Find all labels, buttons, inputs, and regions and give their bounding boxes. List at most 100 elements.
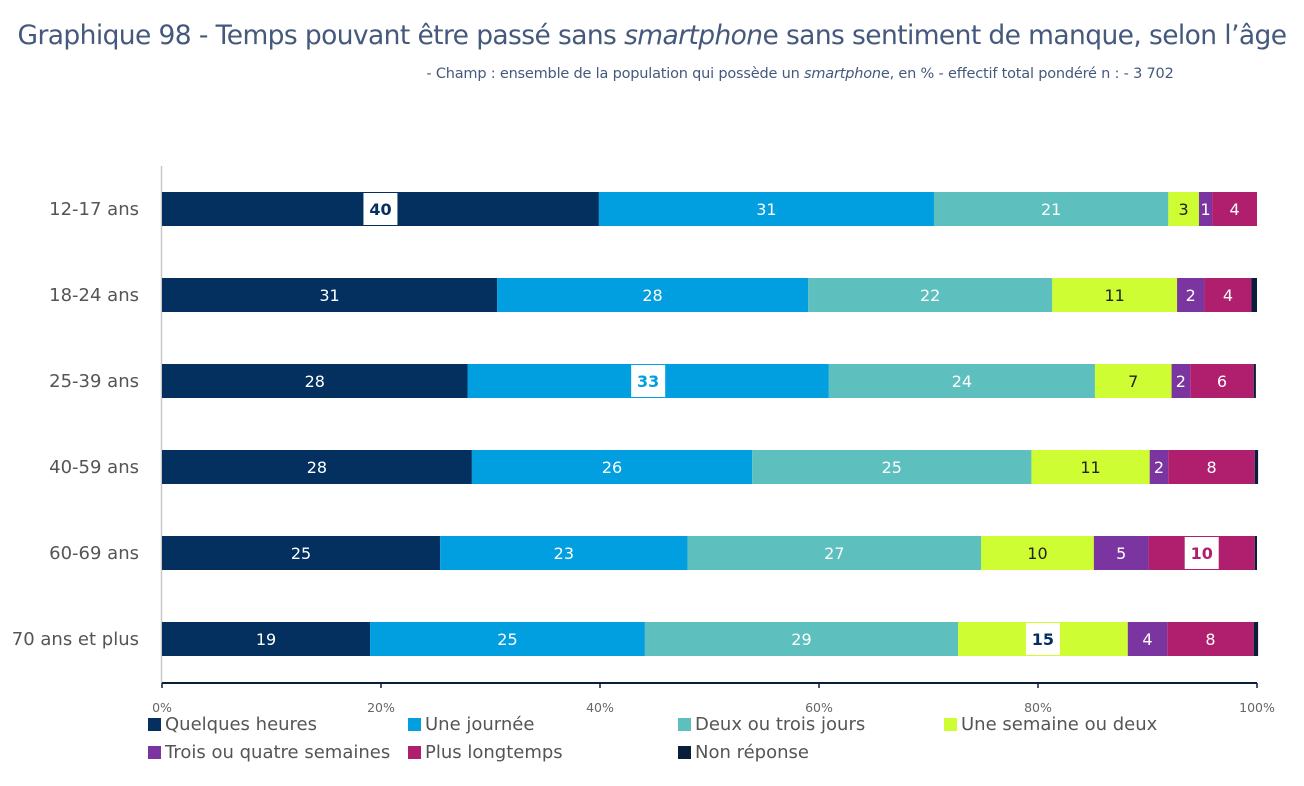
bar-segment — [1031, 450, 1150, 484]
data-label: 25 — [497, 630, 517, 649]
data-label: 4 — [1142, 630, 1152, 649]
data-label: 8 — [1206, 458, 1216, 477]
bar-segment — [162, 278, 498, 312]
data-label: 7 — [1128, 372, 1138, 391]
data-label: 1 — [1200, 200, 1210, 219]
bar-segment — [1127, 622, 1168, 656]
legend-swatch — [678, 718, 691, 731]
legend-item: Une semaine ou deux — [944, 714, 1157, 735]
data-label: 4 — [1229, 200, 1239, 219]
data-label: 27 — [824, 544, 844, 563]
legend-label: Quelques heures — [165, 714, 318, 735]
data-label: 31 — [756, 200, 776, 219]
data-label: 10 — [1027, 544, 1047, 563]
data-label-highlight-box — [631, 365, 666, 397]
bar-segment — [162, 536, 441, 570]
subtitle-text-italic: smartphon — [804, 66, 881, 82]
data-label: 28 — [307, 458, 327, 477]
bar-segment — [1254, 450, 1259, 484]
x-tick-label: 100% — [1239, 700, 1275, 715]
legend-item: Quelques heures — [148, 714, 317, 735]
subtitle-text-1: - Champ : ensemble de la population qui … — [426, 66, 805, 82]
bar-segment — [598, 192, 934, 226]
data-label-highlight-box — [363, 193, 398, 225]
data-label: 24 — [952, 372, 972, 391]
data-label: 28 — [642, 286, 662, 305]
legend-swatch — [148, 718, 161, 731]
legend-item: Deux ou trois jours — [678, 714, 865, 735]
data-label: 2 — [1186, 286, 1196, 305]
bar-segment — [981, 536, 1094, 570]
bar-segment — [687, 536, 982, 570]
title-text-1: Graphique 98 - Temps pouvant être passé … — [17, 20, 625, 51]
bar-segment — [1204, 278, 1252, 312]
data-label: 26 — [602, 458, 622, 477]
bar-segment — [162, 622, 371, 656]
bar-segment — [1052, 278, 1178, 312]
bar-segment — [162, 364, 468, 398]
bar-segment — [828, 364, 1095, 398]
chart-subtitle: - Champ : ensemble de la population qui … — [148, 66, 1304, 82]
bar-segment — [1093, 536, 1149, 570]
bar-segment — [752, 450, 1032, 484]
data-label: 3 — [1179, 200, 1189, 219]
data-label: 25 — [882, 458, 902, 477]
bar-segment — [1253, 364, 1256, 398]
subtitle-text-2: e, en % - effectif total pondéré n : - 3… — [880, 66, 1174, 82]
legend-swatch — [148, 746, 161, 759]
data-label: 8 — [1205, 630, 1215, 649]
legend-swatch — [944, 718, 957, 731]
data-label: 5 — [1116, 544, 1126, 563]
title-text-italic: smartphon — [624, 20, 763, 51]
legend-label: Plus longtemps — [425, 742, 563, 763]
bar-segment — [162, 450, 472, 484]
category-label: 70 ans et plus — [12, 629, 139, 650]
data-label: 29 — [791, 630, 811, 649]
x-tick-label: 80% — [1024, 700, 1052, 715]
bar-segment — [1254, 536, 1257, 570]
legend-item: Non réponse — [678, 742, 809, 763]
legend-label: Une journée — [425, 714, 535, 735]
bar-segment — [1094, 364, 1172, 398]
bar-segment — [370, 622, 645, 656]
category-label: 18-24 ans — [49, 285, 139, 306]
x-tick-label: 60% — [805, 700, 833, 715]
category-label: 60-69 ans — [49, 543, 139, 564]
legend-swatch — [678, 746, 691, 759]
legend-label: Non réponse — [695, 742, 809, 763]
bar-segment — [1168, 450, 1255, 484]
data-label: 33 — [637, 372, 659, 391]
data-label: 23 — [554, 544, 574, 563]
data-label: 31 — [319, 286, 339, 305]
bar-segment — [1190, 364, 1254, 398]
data-label: 10 — [1191, 544, 1213, 563]
data-label: 11 — [1104, 286, 1124, 305]
x-tick-label: 0% — [152, 700, 172, 715]
bar-segment — [1171, 364, 1191, 398]
legend-swatch — [408, 746, 421, 759]
data-label: 6 — [1217, 372, 1227, 391]
x-tick-label: 20% — [367, 700, 395, 715]
data-label: 19 — [256, 630, 276, 649]
data-label: 21 — [1041, 200, 1061, 219]
bar-segment — [1251, 278, 1257, 312]
legend-label: Une semaine ou deux — [961, 714, 1158, 735]
data-label: 2 — [1154, 458, 1164, 477]
bar-segment — [471, 450, 753, 484]
category-label: 40-59 ans — [49, 457, 139, 478]
bar-segment — [440, 536, 688, 570]
legend-item: Une journée — [408, 714, 534, 735]
bar-segment — [1198, 192, 1213, 226]
category-label: 25-39 ans — [49, 371, 139, 392]
data-label: 40 — [369, 200, 391, 219]
bar-segment — [1253, 622, 1259, 656]
bar-segment — [933, 192, 1169, 226]
bar-segment — [1177, 278, 1205, 312]
data-label: 2 — [1176, 372, 1186, 391]
category-label: 12-17 ans — [49, 199, 139, 220]
legend-label: Trois ou quatre semaines — [165, 742, 391, 763]
data-label: 4 — [1223, 286, 1233, 305]
bar-segment — [1212, 192, 1257, 226]
bar-segment — [808, 278, 1053, 312]
data-label: 22 — [920, 286, 940, 305]
